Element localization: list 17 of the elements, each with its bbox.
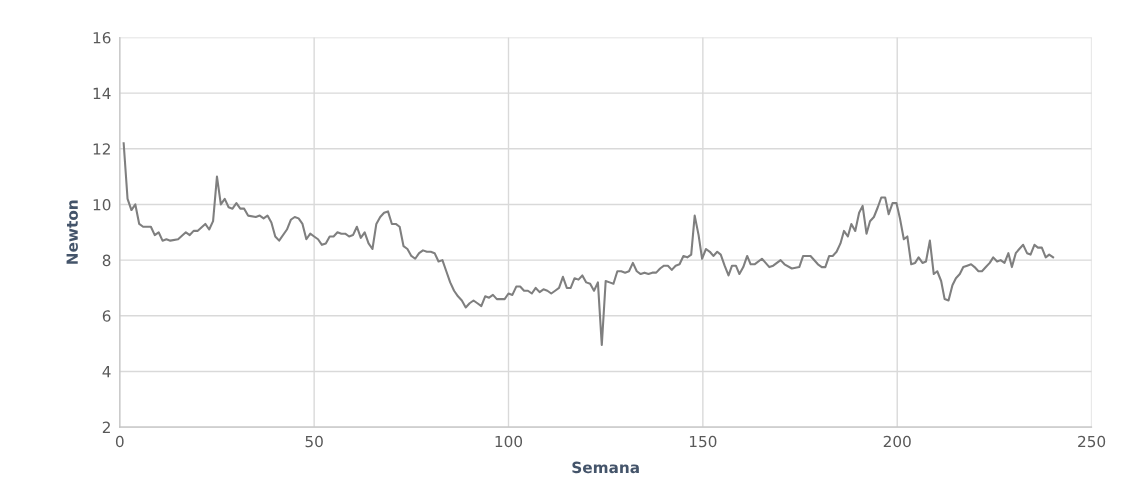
y-tick-label: 2 bbox=[102, 421, 110, 433]
y-tick-label: 14 bbox=[93, 87, 111, 99]
x-tick-label: 150 bbox=[689, 435, 717, 448]
x-tick-label: 100 bbox=[495, 435, 523, 448]
y-tick-label: 16 bbox=[93, 31, 111, 44]
y-tick-label: 10 bbox=[93, 198, 111, 211]
y-tick-label: 6 bbox=[102, 310, 111, 322]
y-axis-title: Newton bbox=[66, 200, 78, 264]
line-series bbox=[122, 142, 1055, 347]
x-tick-label: 0 bbox=[115, 435, 124, 448]
y-tick-label: 12 bbox=[93, 143, 110, 155]
y-tick-label: 8 bbox=[102, 254, 111, 267]
x-axis-title: Semana bbox=[572, 461, 639, 474]
x-tick-label: 200 bbox=[883, 435, 911, 448]
x-tick-label: 250 bbox=[1078, 435, 1106, 448]
x-tick-label: 50 bbox=[305, 435, 323, 448]
y-tick-label: 4 bbox=[102, 366, 111, 378]
